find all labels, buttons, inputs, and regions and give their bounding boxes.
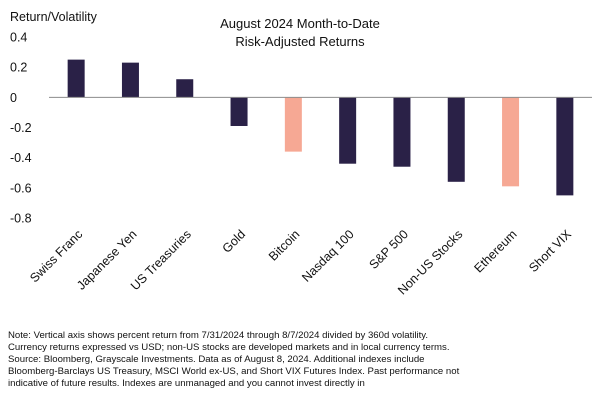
- y-tick-label: -0.6: [10, 181, 32, 195]
- y-tick-label: 0: [10, 91, 17, 105]
- footnote-line-1: Note: Vertical axis shows percent return…: [8, 330, 429, 341]
- y-axis-label: Return/Volatility: [10, 10, 98, 24]
- chart-title-line-2: Risk-Adjusted Returns: [235, 34, 365, 49]
- bar-chart: Return/Volatility August 2024 Month-to-D…: [10, 10, 592, 298]
- footnote-line-3: Source: Bloomberg, Grayscale Investments…: [8, 354, 425, 365]
- bar-us-treasuries: [176, 79, 194, 98]
- bar-non-us-stocks: [447, 97, 465, 182]
- footnote-line-4: Bloomberg-Barclays US Treasury, MSCI Wor…: [8, 366, 460, 377]
- x-tick-label: Short VIX: [526, 227, 574, 275]
- bar-short-vix: [556, 97, 574, 196]
- y-tick-labels: 0.4 0.2 0 -0.2 -0.4 -0.6 -0.8: [10, 31, 32, 226]
- footnote: Note: Vertical axis shows percent return…: [8, 330, 596, 390]
- x-tick-label: Bitcoin: [266, 227, 302, 263]
- bar-s-p-500: [393, 97, 411, 167]
- x-tick-label: S&P 500: [366, 227, 411, 272]
- bar-ethereum: [502, 97, 520, 187]
- x-tick-label: Nasdaq 100: [299, 227, 357, 285]
- x-tick-label: Ethereum: [471, 227, 519, 275]
- bar-gold: [230, 97, 248, 126]
- y-tick-label: -0.4: [10, 151, 32, 165]
- y-tick-label: 0.2: [10, 61, 27, 75]
- x-tick-label: Gold: [220, 227, 249, 256]
- bar-nasdaq-100: [339, 97, 357, 164]
- bars: [67, 59, 574, 196]
- y-tick-label: -0.8: [10, 212, 32, 226]
- bar-bitcoin: [284, 97, 302, 152]
- x-tick-label: Swiss Franc: [27, 227, 85, 285]
- footnote-line-2: Currency returns expressed vs USD; non-U…: [8, 342, 450, 353]
- y-tick-label: -0.2: [10, 121, 32, 135]
- bar-swiss-franc: [67, 59, 85, 98]
- footnote-line-5: indicative of future results. Indexes ar…: [8, 378, 365, 389]
- y-tick-label: 0.4: [10, 31, 27, 45]
- bar-japanese-yen: [121, 62, 139, 98]
- chart-title-line-1: August 2024 Month-to-Date: [220, 16, 380, 31]
